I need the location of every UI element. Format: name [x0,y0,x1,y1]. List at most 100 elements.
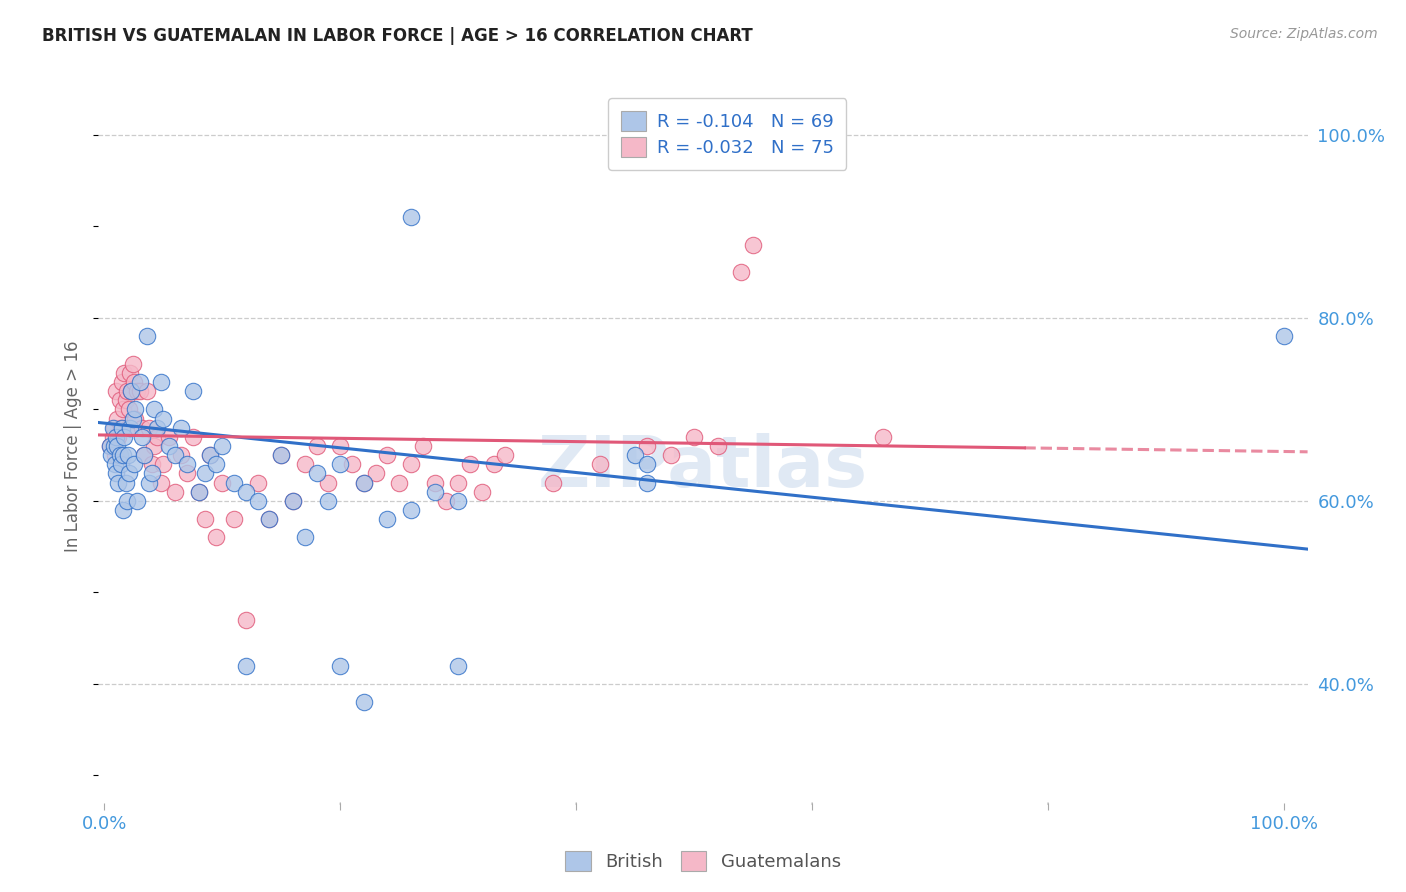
Point [135,384,157,398]
Point [110,420,132,434]
Point [124,402,146,417]
Point [412,439,434,453]
Point [222,475,245,490]
Point [659,448,682,462]
Point [305,467,328,481]
Point [152,411,174,425]
Point [541,475,564,490]
Point [120,384,142,398]
Point [447,658,470,673]
Point [115,494,138,508]
Point [112,402,135,417]
Point [377,448,399,462]
Point [170,420,193,434]
Point [112,430,135,444]
Point [235,613,257,627]
Point [589,458,612,472]
Point [259,512,281,526]
Point [1272,329,1295,343]
Point [194,512,217,526]
Point [399,211,422,225]
Text: BRITISH VS GUATEMALAN IN LABOR FORCE | AGE > 16 CORRELATION CHART: BRITISH VS GUATEMALAN IN LABOR FORCE | A… [42,27,754,45]
Point [329,439,352,453]
Point [281,494,304,508]
Legend: R = -0.104   N = 69, R = -0.032   N = 75: R = -0.104 N = 69, R = -0.032 N = 75 [607,98,846,169]
Point [353,695,375,709]
Point [636,439,658,453]
Point [103,420,125,434]
Point [353,475,375,490]
Point [270,448,292,462]
Point [138,420,160,434]
Point [205,531,228,545]
Point [181,430,204,444]
Point [122,458,145,472]
Point [235,658,257,673]
Point [149,375,172,389]
Point [127,494,149,508]
Point [146,420,169,434]
Point [187,484,209,499]
Point [98,439,121,453]
Point [246,494,269,508]
Point [146,430,169,444]
Point [181,384,204,398]
Point [101,420,124,434]
Point [211,439,233,453]
Point [128,375,150,389]
Point [138,475,160,490]
Point [142,439,165,453]
Point [494,448,516,462]
Point [165,484,187,499]
Point [318,494,340,508]
Text: Source: ZipAtlas.com: Source: ZipAtlas.com [1230,27,1378,41]
Point [103,439,125,453]
Point [105,411,128,425]
Point [111,375,134,389]
Point [329,458,352,472]
Point [399,458,422,472]
Point [329,658,352,673]
Point [458,458,481,472]
Point [105,439,128,453]
Point [122,375,145,389]
Point [121,411,143,425]
Point [176,467,198,481]
Point [157,439,180,453]
Point [111,420,134,434]
Point [730,265,752,279]
Point [104,448,127,462]
Point [117,448,139,462]
Point [235,484,257,499]
Point [120,420,142,434]
Point [205,458,228,472]
Point [187,484,209,499]
Point [120,366,142,380]
Point [281,494,304,508]
Point [423,475,446,490]
Point [636,475,658,490]
Point [246,475,269,490]
Point [124,411,146,425]
Point [872,430,894,444]
Text: ZIPatlas: ZIPatlas [538,433,868,502]
Point [340,458,363,472]
Point [423,484,446,499]
Point [112,448,135,462]
Point [624,448,647,462]
Point [107,430,129,444]
Point [115,384,138,398]
Point [141,467,163,481]
Point [636,458,658,472]
Point [131,430,153,444]
Point [121,357,143,371]
Point [294,458,316,472]
Point [152,458,174,472]
Point [165,448,187,462]
Point [211,475,233,490]
Point [134,448,156,462]
Point [399,503,422,517]
Point [706,439,728,453]
Point [120,384,142,398]
Legend: British, Guatemalans: British, Guatemalans [558,844,848,879]
